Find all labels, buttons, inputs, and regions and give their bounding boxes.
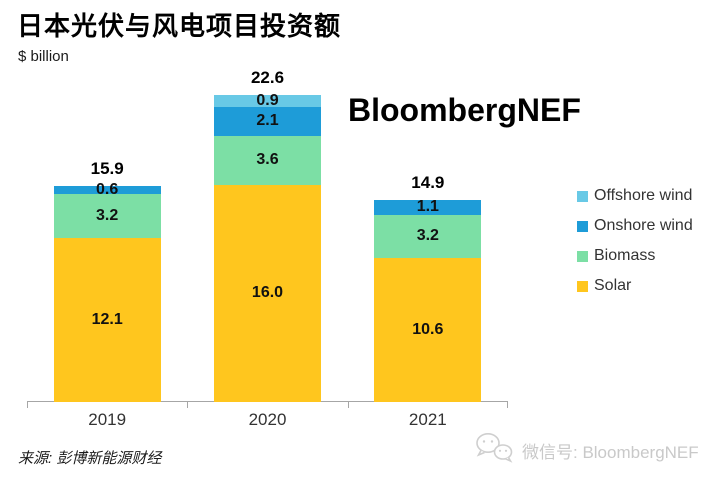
x-axis-label-2020: 2020 [248,410,287,429]
bar-segment-solar-2021: 10.6 [374,258,482,402]
total-label-2020: 22.6 [250,67,285,87]
segment-value-label: 3.2 [416,227,439,245]
x-axis-tick [187,402,189,408]
biomass-swatch-icon [577,250,588,262]
y-axis-unit-label: $ billion [18,48,69,65]
total-label-2019: 15.9 [90,159,124,178]
bar-segment-onshore-wind-2019: 0.6 [53,182,161,198]
legend-item-solar: Solar [577,271,693,301]
offshore-wind-swatch-icon [577,190,588,202]
segment-value-label: 3.2 [96,206,119,224]
legend-label: Solar [594,277,632,294]
bar-segment-onshore-wind-2020: 2.1 [214,107,321,136]
legend-item-offshore-wind: Offshore wind [577,181,693,211]
segment-value-label: 0.6 [96,181,119,199]
plot-area: 12.1 3.2 0.6 15.9 2019 16.0 3.6 2.1 0.9 22.6 2020 1… [27,0,508,429]
legend-label: Offshore wind [594,187,693,204]
wechat-account-label: 微信号: BloombergNEF [522,443,699,462]
segment-value-label: 10.6 [412,321,444,338]
bar-segment-biomass-2019: 3.2 [53,194,161,238]
bar-segment-onshore-wind-2021: 1.1 [374,198,482,216]
segment-value-label: 0.9 [256,92,279,110]
segment-value-label: 16.0 [251,284,284,302]
bar-segment-solar-2020: 16.0 [214,184,321,402]
x-axis-tick [347,402,349,408]
onshore-wind-swatch-icon [577,220,588,232]
segment-value-label: 3.6 [256,151,279,169]
segment-value-label: 1.1 [416,198,439,216]
solar-swatch-icon [577,280,588,292]
x-axis-label-2019: 2019 [88,410,127,429]
source-note: 来源: 彭博新能源财经 [18,450,162,467]
bloombergnef-brand-watermark: BloombergNEF [348,92,581,128]
x-axis-label-2021: 2021 [408,410,447,429]
legend-label: Onshore wind [594,217,693,234]
legend-item-biomass: Biomass [577,241,693,271]
legend-item-onshore-wind: Onshore wind [577,211,693,241]
bar-segment-biomass-2020: 3.6 [214,135,321,185]
wechat-logo-icon [474,431,514,470]
legend-label: Biomass [594,247,656,264]
segment-value-label: 12.1 [91,310,123,328]
bar-segment-solar-2019: 12.1 [53,237,161,402]
bar-segment-biomass-2021: 3.2 [374,214,482,258]
chart-title: 日本光伏与风电项目投资额 [17,11,342,41]
x-axis-tick [27,402,28,408]
x-axis-tick [507,402,508,408]
bar-segment-offshore-wind-2020: 0.9 [214,92,321,110]
total-label-2021: 14.9 [411,172,445,192]
segment-value-label: 2.1 [256,112,279,130]
chart-legend: Offshore wind Onshore wind Biomass Solar [577,181,693,301]
wechat-watermark: 微信号: BloombergNEF [474,431,699,470]
